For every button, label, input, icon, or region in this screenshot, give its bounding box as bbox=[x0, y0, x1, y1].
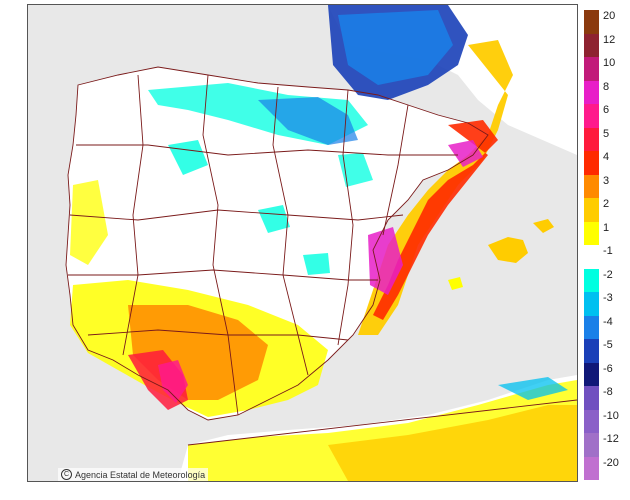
legend-label: -6 bbox=[603, 362, 613, 375]
warm-anomaly-catalonia bbox=[448, 140, 483, 167]
warm-anomaly-guadalquivir-core bbox=[158, 360, 188, 403]
legend-label: -12 bbox=[603, 433, 619, 445]
legend-label: 1 bbox=[603, 221, 610, 234]
province-boundaries bbox=[65, 66, 577, 446]
legend-swatch bbox=[584, 456, 599, 480]
legend-swatch bbox=[584, 386, 599, 410]
legend-label: 20 bbox=[603, 10, 616, 22]
legend-swatch bbox=[584, 198, 599, 222]
warm-anomaly-portugal bbox=[70, 180, 108, 265]
legend-swatch bbox=[584, 339, 599, 363]
legend-label: 8 bbox=[603, 80, 610, 93]
legend-label: 3 bbox=[603, 174, 610, 187]
warm-anomaly-africa-inner bbox=[328, 405, 577, 481]
legend-swatch bbox=[584, 362, 599, 386]
legend-label: 12 bbox=[603, 33, 616, 46]
menorca bbox=[533, 219, 554, 233]
copyright-icon: C bbox=[61, 469, 72, 480]
legend-label: -20 bbox=[603, 456, 619, 469]
legend-label: 2 bbox=[603, 198, 610, 210]
legend-label: 10 bbox=[603, 57, 616, 69]
cold-anomaly-navarra bbox=[258, 97, 358, 145]
legend-swatch bbox=[584, 80, 599, 104]
legend-swatch bbox=[584, 104, 599, 128]
legend-label: -5 bbox=[603, 339, 613, 351]
credit-label: C Agencia Estatal de Meteorología bbox=[58, 468, 209, 481]
ibiza bbox=[448, 277, 463, 290]
cold-anomaly-spot-3 bbox=[303, 253, 330, 275]
legend-swatch bbox=[584, 315, 599, 339]
legend-label: -2 bbox=[603, 268, 613, 281]
legend-swatch bbox=[584, 245, 599, 269]
color-legend: 20 12 10 8 6 5 4 3 2 1 -1 -2 -3 -4 -5 -6 -8 -10 -12 -20 bbox=[584, 10, 630, 480]
cold-anomaly-spot-2 bbox=[258, 205, 290, 233]
legend-swatch bbox=[584, 174, 599, 198]
warm-anomaly-valencia bbox=[368, 227, 403, 295]
legend-swatch bbox=[584, 268, 599, 292]
legend-swatch bbox=[584, 409, 599, 433]
legend-label: 4 bbox=[603, 151, 610, 163]
warm-anomaly-coast-strong bbox=[373, 120, 498, 320]
map-canvas bbox=[28, 5, 577, 481]
legend-swatch bbox=[584, 433, 599, 457]
legend-swatch bbox=[584, 57, 599, 81]
legend-label: -10 bbox=[603, 409, 619, 422]
legend-label: -3 bbox=[603, 292, 613, 304]
legend-label: 6 bbox=[603, 104, 610, 116]
legend-swatch bbox=[584, 10, 599, 34]
credit-text: Agencia Estatal de Meteorología bbox=[75, 469, 206, 480]
legend-label: -4 bbox=[603, 315, 613, 328]
legend-label: -1 bbox=[603, 245, 613, 257]
anomaly-map: C Agencia Estatal de Meteorología bbox=[27, 4, 578, 482]
legend-swatch bbox=[584, 127, 599, 151]
legend-swatch bbox=[584, 292, 599, 316]
legend-label: 5 bbox=[603, 127, 610, 140]
legend-swatch bbox=[584, 151, 599, 175]
legend-label: -8 bbox=[603, 386, 613, 398]
cold-anomaly-africa bbox=[498, 377, 568, 400]
legend-swatch bbox=[584, 33, 599, 57]
legend-swatch bbox=[584, 221, 599, 245]
cold-anomaly-pyrenees-inner bbox=[338, 10, 453, 85]
mallorca bbox=[488, 237, 528, 263]
